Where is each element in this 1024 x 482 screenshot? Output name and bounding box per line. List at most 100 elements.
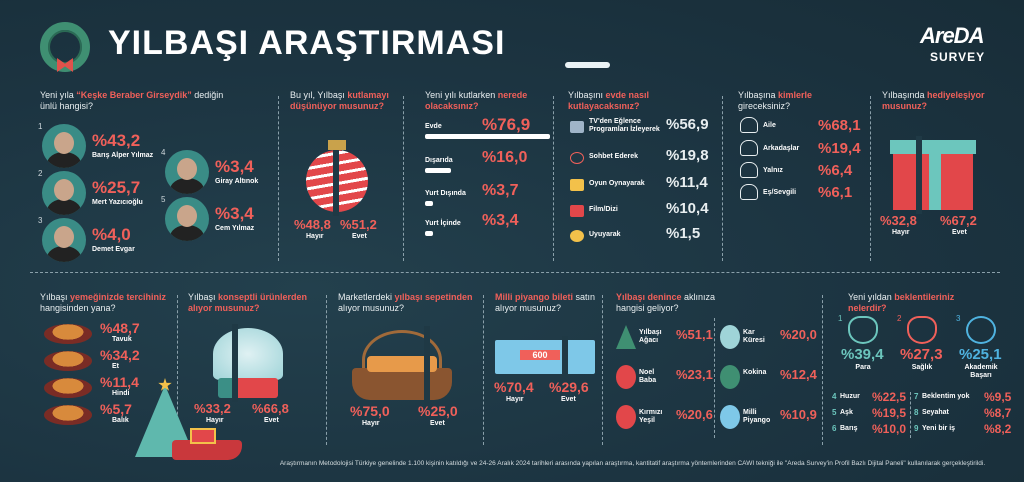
gift-box-icon [190,428,216,444]
option-label: Hayır [506,396,524,403]
percent-value: %23,1 [676,367,713,382]
activity-label: TV'den Eğlence Programları İzleyerek [589,118,660,133]
divider [278,96,279,261]
question-segment: satın alıyor musunuz? [495,292,596,313]
avatar [42,124,86,168]
gifts-question: Yılbaşında hediyeleşiyor musunuz? [882,90,1002,112]
bow-icon [57,58,73,72]
rank-number: 5 [161,195,166,204]
divider [30,272,1000,273]
where-question: Yeni yılı kutlarken nerede olacaksınız? [425,90,550,112]
avatar [42,171,86,215]
percent-value: %67,2 [940,213,977,228]
question-segment: evde nasıl kutlayacaksınız? [568,90,650,111]
question-segment: Yılbaşını [568,90,606,100]
percent-value: %16,0 [482,149,528,166]
progress-bar [425,201,433,206]
moon-sleep-icon [570,230,584,242]
percent-value: %70,4 [494,379,534,395]
expectation-label: Para [855,364,871,371]
divider [722,96,723,261]
company-label: Aile [763,122,776,129]
divider [602,295,603,445]
rank-number: 2 [897,314,902,323]
divider [177,295,178,445]
question-segment: nerede olacaksınız? [425,90,528,111]
celebs-question: Yeni yıla “Keşke Beraber Girseydik” dedi… [40,90,230,112]
option-label: Evet [430,420,445,427]
lottery-ticket-icon [720,405,740,429]
meat-icon [44,351,92,371]
roast-chicken-icon [44,324,92,344]
percent-value: %3,4 [215,157,254,176]
percent-value: %76,9 [482,115,531,134]
expectations-question: Yeni yıldan beklentileriniz nelerdir? [848,292,988,314]
ornament-cap [328,140,346,150]
question-segment: Yılbaşı denince [616,292,682,302]
option-label: Evet [561,396,576,403]
food-label: Hindi [112,390,130,397]
question-segment: Yılbaşında [882,90,928,100]
option-label: Evet [952,229,967,236]
person-icon [740,162,758,178]
divider [326,295,327,445]
poinsettia-icon [720,365,740,389]
ticket-banner: 600 [520,350,560,360]
family-icon [740,117,758,133]
percent-value: %68,1 [818,117,861,134]
question-segment: yılbaşı sepetinden [394,292,473,302]
divider [822,295,823,445]
globe [213,328,283,380]
snow-decoration [565,62,610,68]
location-label: Dışarıda [425,157,453,164]
question-segment: Yeni yılı kutlarken [425,90,498,100]
basket-goods [367,356,437,372]
avatar [165,150,209,194]
brand-logo-sub: SURVEY [930,50,986,64]
expectation-label: Akademik Başarı [964,364,998,379]
rank-number: 3 [956,314,961,323]
expectation-label: Sağlık [911,364,933,371]
associations-question: Yılbaşı denince aklınıza hangisi geliyor… [616,292,731,314]
percent-value: %1,5 [666,225,701,242]
tv-icon [570,121,584,133]
question-segment: Yılbaşı [40,292,71,302]
sleigh-icon [172,440,242,460]
rank-number: 2 [38,169,43,178]
expectation-label: Seyahat [922,409,949,416]
question-segment: Bu yıl, Yılbaşı [290,90,348,100]
expectation-label: Huzur [840,393,860,400]
percent-value: %19,8 [666,147,709,164]
snow-globe-icon [720,325,740,349]
percent-value: %10,4 [666,200,709,217]
rank-number: 6 [832,424,837,433]
friends-icon [740,140,758,156]
split-gap [424,326,430,404]
expectation-label: Yeni bir iş [922,425,956,432]
celebrate-question: Bu yıl, Yılbaşı kutlamayı düşünüyor musu… [290,90,398,112]
percent-value: %66,8 [252,401,289,416]
percent-value: %10,0 [872,422,907,436]
question-segment: kimlerle [778,90,813,100]
celebrity-name: Mert Yazıcıoğlu [92,199,143,206]
concept-question: Yılbaşı konseptli ürünlerden alıyor musu… [188,292,324,314]
money-bag-hand-icon [848,316,878,344]
percent-value: %3,4 [482,212,519,229]
basket-body [352,368,452,400]
percent-value: %43,2 [92,131,141,150]
rank-number: 8 [914,408,919,417]
percent-value: %51,2 [340,217,377,232]
avatar [165,197,209,241]
percent-value: %20,0 [780,327,817,342]
location-label: Evde [425,123,442,130]
company-question: Yılbaşına kimlerle gireceksiniz? [738,90,866,112]
percent-value: %48,8 [294,217,331,232]
heart-pulse-icon [907,316,937,344]
page-title: YILBAŞI ARAŞTIRMASI [108,24,506,62]
expectation-label: Aşk [840,409,853,416]
question-segment: alıyor musunuz? [338,303,405,313]
divider [910,392,911,438]
question-segment: “Keşke Beraber Girseydik” [76,90,192,100]
company-label: Arkadaşlar [763,145,800,152]
